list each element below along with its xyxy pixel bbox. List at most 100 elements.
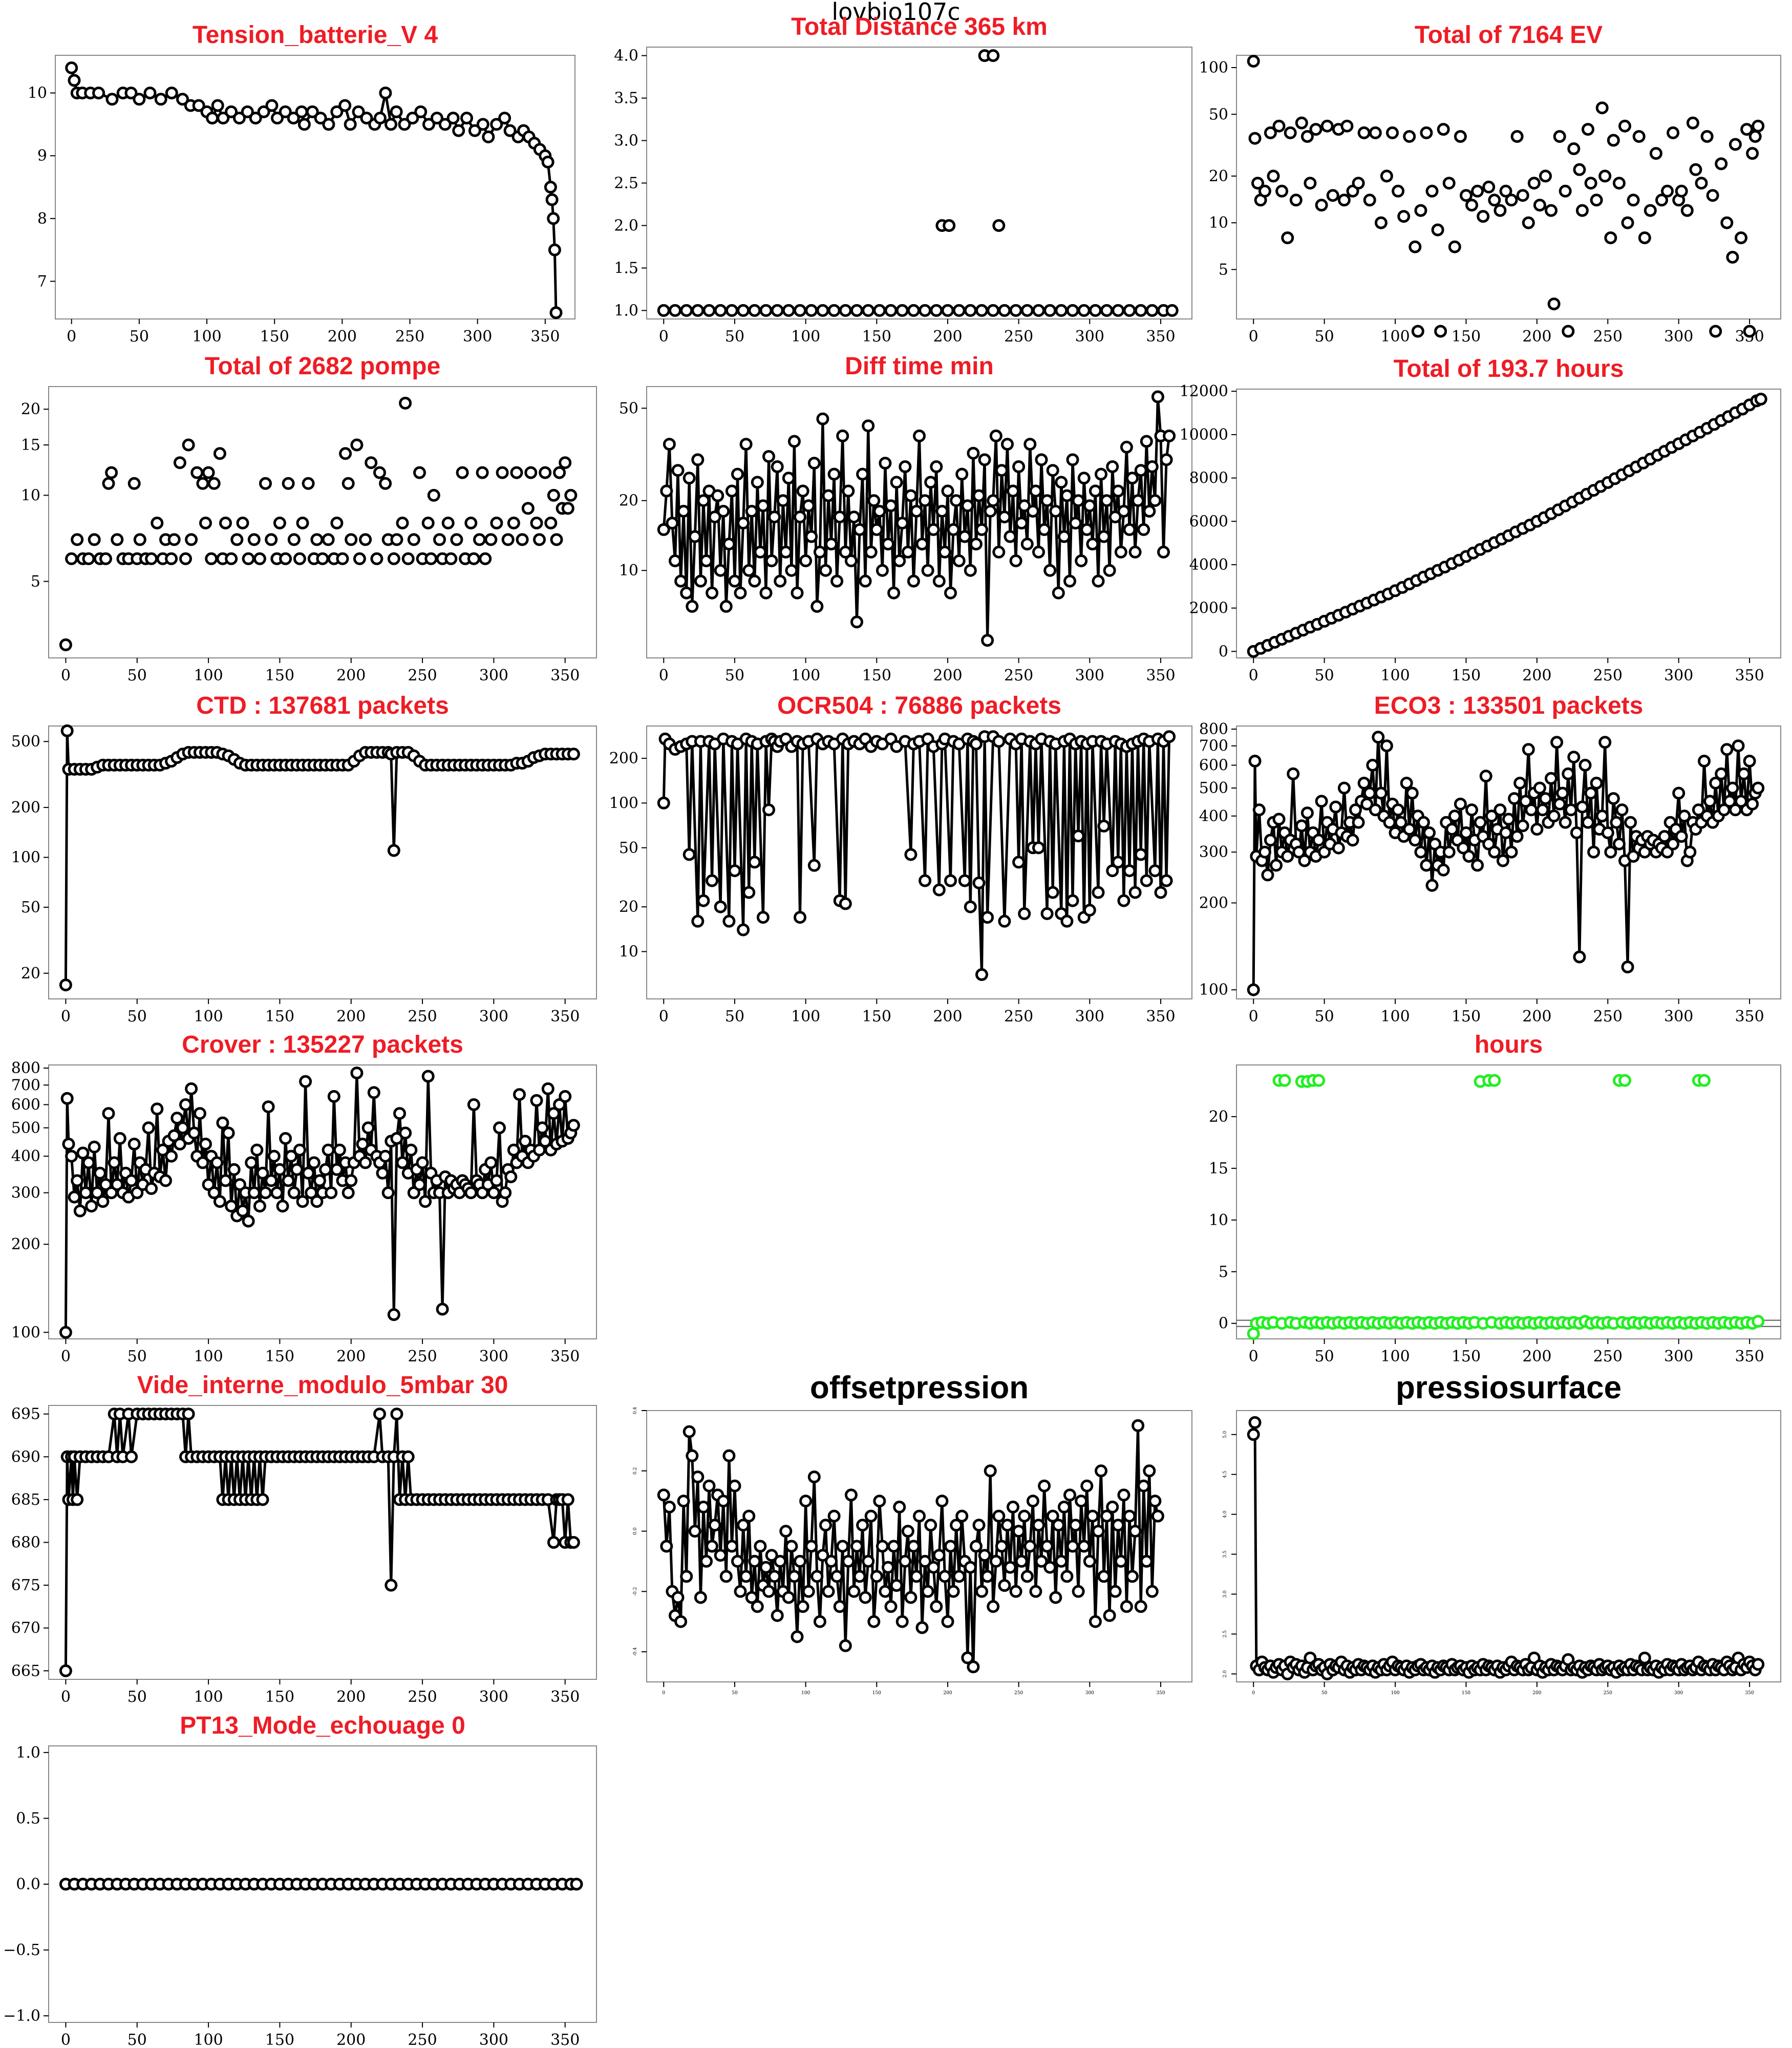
x-tick-label: 0 <box>659 328 669 346</box>
data-point <box>1001 1519 1014 1532</box>
data-point <box>165 1149 178 1163</box>
data-point <box>256 1166 269 1180</box>
data-point <box>1505 194 1518 207</box>
data-point <box>493 1121 506 1135</box>
data-point <box>1112 1519 1125 1532</box>
data-point <box>127 477 141 490</box>
data-point <box>1496 854 1509 867</box>
data-point <box>1066 453 1079 466</box>
data-point <box>961 1651 974 1665</box>
data-point <box>754 545 767 559</box>
data-point <box>567 1119 580 1132</box>
x-tick-label: 0 <box>659 1008 669 1026</box>
data-point <box>1035 453 1048 466</box>
data-point <box>816 412 829 425</box>
data-point <box>1715 157 1728 170</box>
y-tick-label: 1.5 <box>614 259 638 277</box>
data-point <box>467 1098 480 1111</box>
data-point <box>1567 751 1581 764</box>
data-point <box>344 118 357 131</box>
y-tick-label: 0.0 <box>633 1527 638 1535</box>
data-point <box>396 1156 409 1169</box>
data-point <box>1026 1495 1039 1508</box>
data-point <box>1069 1519 1082 1532</box>
data-point <box>887 1540 901 1553</box>
data-point <box>433 533 446 546</box>
y-tick-label: 5 <box>31 573 40 591</box>
data-point <box>762 1585 775 1598</box>
data-point <box>82 552 95 565</box>
data-point <box>972 1519 986 1532</box>
data-point <box>381 1186 395 1200</box>
data-point <box>1063 574 1076 588</box>
data-point <box>677 505 690 518</box>
y-tick-label: 50 <box>619 399 638 417</box>
data-point <box>921 1585 934 1598</box>
data-point <box>870 523 883 536</box>
data-point <box>1312 834 1326 847</box>
data-point <box>1752 1315 1765 1328</box>
x-tick-label: 250 <box>408 1348 437 1366</box>
data-point <box>379 1149 392 1163</box>
data-point <box>253 1200 266 1213</box>
x-tick-label: 300 <box>1075 328 1104 346</box>
data-point <box>935 1495 949 1508</box>
data-point <box>787 435 801 448</box>
data-point <box>199 1138 212 1150</box>
data-point <box>273 1163 286 1176</box>
data-point <box>367 1086 380 1099</box>
data-point <box>1049 505 1062 518</box>
data-point <box>799 1495 813 1508</box>
data-point <box>714 1549 727 1562</box>
x-tick-label: 50 <box>130 328 149 346</box>
data-point <box>1075 1495 1088 1508</box>
data-point <box>669 554 681 567</box>
data-point <box>467 552 480 565</box>
data-point <box>247 1186 261 1200</box>
data-point <box>1015 1554 1028 1568</box>
data-point <box>65 1149 78 1163</box>
data-point <box>424 552 438 565</box>
data-point <box>192 99 205 112</box>
data-point <box>671 464 685 477</box>
data-point <box>995 1540 1008 1553</box>
data-point <box>468 124 481 137</box>
data-point <box>345 533 358 546</box>
data-point <box>862 419 875 433</box>
data-point <box>1057 1500 1071 1513</box>
data-point <box>490 1174 503 1187</box>
data-point <box>1752 119 1765 133</box>
data-point <box>799 554 813 567</box>
data-point <box>1032 841 1045 855</box>
data-point <box>1160 453 1173 466</box>
data-point <box>756 911 770 924</box>
data-point <box>1460 826 1473 839</box>
data-point <box>379 477 392 490</box>
data-point <box>1272 813 1286 826</box>
data-point <box>1519 795 1532 808</box>
data-point <box>1494 803 1507 817</box>
x-tick-label: 200 <box>933 1008 962 1026</box>
data-point <box>173 1138 186 1150</box>
data-point <box>1066 304 1079 317</box>
data-point <box>1270 859 1283 872</box>
chart-vide: Vide_interne_modulo_5mbar 30 0 50 100 150 200… <box>11 1372 597 1706</box>
data-point <box>438 118 452 131</box>
data-point <box>830 574 844 588</box>
y-tick-label: 20 <box>21 400 40 418</box>
data-point <box>1032 1519 1045 1532</box>
data-point <box>496 466 509 479</box>
data-point <box>1726 781 1739 795</box>
data-point <box>1128 545 1142 559</box>
data-point <box>233 112 246 125</box>
x-tick-label: 50 <box>1315 1348 1334 1366</box>
data-point <box>1357 126 1371 139</box>
data-point <box>748 1554 761 1568</box>
data-point <box>316 552 329 565</box>
data-point <box>964 900 977 913</box>
x-tick-label: 250 <box>1604 1691 1612 1696</box>
data-point <box>452 124 465 137</box>
data-point <box>1638 231 1651 244</box>
data-point <box>981 634 994 647</box>
data-point <box>1077 304 1091 317</box>
